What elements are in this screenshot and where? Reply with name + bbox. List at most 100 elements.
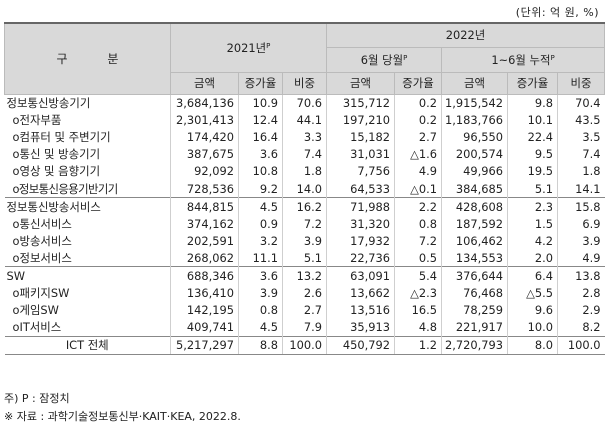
row-value: 3.9 (281, 232, 327, 250)
footnote-source: ※ 자료 : 과학기술정보통신부·KAIT·KEA, 2022.8. (4, 410, 241, 423)
row-value: 43.5 (557, 111, 605, 129)
col-growth: 증가율 (507, 71, 559, 95)
row-value: 92,092 (170, 162, 239, 180)
row-value: 9.6 (507, 301, 558, 319)
row-value: 7.4 (557, 145, 605, 163)
row-label: o전자부품 (12, 113, 62, 128)
row-value: 2.8 (557, 284, 605, 302)
row-value: 44.1 (281, 111, 327, 129)
table-row: o전자부품 2,301,413 12.4 44.1 197,210 0.2 1,183,76… (5, 111, 605, 129)
row-value: 200,574 (441, 145, 508, 163)
row-value: 0.2 (394, 93, 442, 112)
row-value: 3.6 (238, 145, 283, 163)
row-value: 6.4 (507, 266, 558, 285)
row-value: 450,792 (326, 335, 395, 355)
row-value: 1,183,766 (441, 111, 508, 129)
row-value: △0.1 (394, 179, 442, 198)
row-value: 174,420 (170, 128, 239, 146)
col-amount: 금액 (326, 71, 396, 95)
row-value: 0.5 (394, 249, 442, 267)
row-value: 374,162 (170, 215, 239, 233)
row-value: 8.2 (557, 318, 605, 337)
row-value: 6.9 (557, 215, 605, 233)
row-value: 688,346 (170, 266, 239, 285)
table-row: o방송서비스 202,591 3.2 3.9 17,932 7.2 106,462 4.2 3.… (5, 232, 605, 250)
row-value: 5,217,297 (170, 335, 239, 355)
row-label: ICT 전체 (4, 335, 171, 355)
row-value: 9.8 (507, 93, 558, 112)
row-value: 3,684,136 (170, 93, 239, 112)
table-row: o패키지SW 136,410 3.9 2.6 13,662 △2.3 76,468 △5.5 2… (5, 284, 605, 302)
row-value: 10.9 (238, 93, 283, 112)
row-value: 202,591 (170, 232, 239, 250)
row-value: 13,516 (326, 301, 395, 319)
row-value: 134,553 (441, 249, 508, 267)
row-label: o정보서비스 (12, 250, 72, 265)
row-value: 0.8 (394, 215, 442, 233)
unit-note: (단위: 억 원, %) (515, 6, 599, 19)
table-row: SW 688,346 3.6 13.2 63,091 5.4 376,644 6.4 13.8 (4, 266, 605, 285)
row-value: 16.5 (394, 301, 442, 319)
row-value: 2.2 (394, 197, 442, 216)
year-2022-header: 2022년 (326, 22, 606, 48)
table-row: o정보통신응용기반기기 728,536 9.2 14.0 64,533 △0.1 384,6… (5, 179, 605, 198)
row-value: 136,410 (170, 284, 239, 302)
row-value: 13.8 (557, 266, 605, 285)
row-value: 2,720,793 (441, 335, 508, 355)
row-value: 106,462 (441, 232, 508, 250)
row-value: 3.6 (238, 266, 283, 285)
row-value: 15,182 (326, 128, 395, 146)
row-value: 3.2 (238, 232, 283, 250)
row-value: 4.9 (557, 249, 605, 267)
row-value: 268,062 (170, 249, 239, 267)
row-value: 1.2 (394, 335, 442, 355)
row-value: △1.6 (394, 145, 442, 163)
row-value: 14.1 (557, 179, 605, 198)
row-value: 315,712 (326, 93, 395, 112)
row-value: 5.1 (281, 249, 327, 267)
category-header: 구 분 (4, 22, 171, 95)
row-value: 22,736 (326, 249, 395, 267)
row-value: 5.1 (507, 179, 558, 198)
row-label: o통신 및 방송기기 (12, 147, 101, 162)
row-label: o컴퓨터 및 주변기기 (12, 130, 111, 145)
table-row: o컴퓨터 및 주변기기 174,420 16.4 3.3 15,182 2.7 96,550… (5, 128, 605, 146)
row-label: SW (4, 266, 171, 285)
row-value: 70.4 (557, 93, 605, 112)
table-row: 정보통신방송서비스 844,815 4.5 16.2 71,988 2.2 428,608 2… (4, 197, 605, 216)
row-value: 78,259 (441, 301, 508, 319)
row-value: 13.2 (281, 266, 327, 285)
ytd-header: 1~6월 누적P (441, 46, 606, 73)
row-value: 11.1 (238, 249, 283, 267)
row-value: 76,468 (441, 284, 508, 302)
row-label: o패키지SW (12, 286, 70, 301)
row-value: 409,741 (170, 318, 239, 337)
table-body: 정보통신방송기기 3,684,136 10.9 70.6 315,712 0.2 1,915… (4, 93, 605, 355)
row-value: 35,913 (326, 318, 395, 337)
row-value: 12.4 (238, 111, 283, 129)
row-value: 16.2 (281, 197, 327, 216)
year-2021-header: 2021년P (169, 22, 328, 73)
row-value: 1,915,542 (441, 93, 508, 112)
row-value: 2.0 (507, 249, 558, 267)
row-value: 10.8 (238, 162, 283, 180)
row-value: 100.0 (557, 335, 605, 355)
row-value: 376,644 (441, 266, 508, 285)
row-value: 1.5 (507, 215, 558, 233)
row-value: 9.5 (507, 145, 558, 163)
row-value: 13,662 (326, 284, 395, 302)
row-label: o방송서비스 (12, 233, 72, 248)
row-value: 10.1 (507, 111, 558, 129)
col-growth: 증가율 (238, 71, 283, 95)
table-row: o게임SW 142,195 0.8 2.7 13,516 16.5 78,259 9.6 2.9 (5, 301, 605, 319)
row-value: 8.8 (238, 335, 283, 355)
row-value: 16.4 (238, 128, 283, 146)
row-value: 384,685 (441, 179, 508, 198)
row-value: 22.4 (507, 128, 558, 146)
row-value: 387,675 (170, 145, 239, 163)
table-row: o통신 및 방송기기 387,675 3.6 7.4 31,031 △1.6 200,574… (5, 145, 605, 163)
row-value: 7.4 (281, 145, 327, 163)
row-value: 3.3 (281, 128, 327, 146)
row-value: 49,966 (441, 162, 508, 180)
row-value: 2.6 (281, 284, 327, 302)
